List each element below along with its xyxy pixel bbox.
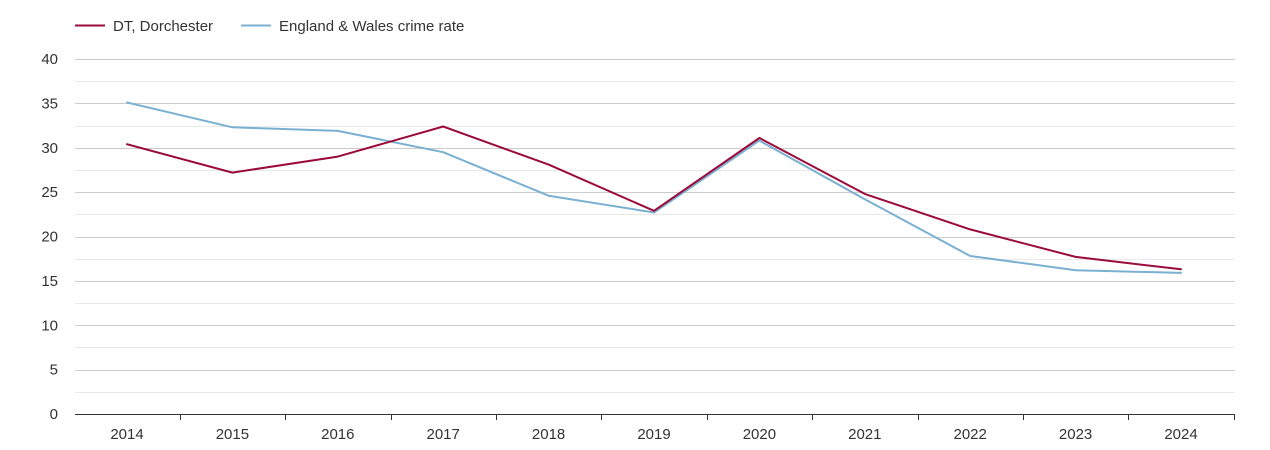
y-tick-label: 20: [41, 229, 58, 246]
legend: DT, Dorchester England & Wales crime rate: [75, 18, 464, 35]
series-line-1: [126, 101, 1182, 274]
grid: [75, 59, 1235, 415]
x-tick-label: 2022: [954, 426, 987, 443]
y-tick-label: 10: [41, 317, 58, 334]
y-tick-label: 0: [50, 406, 58, 423]
x-tick-label: 2018: [532, 426, 565, 443]
y-axis: 0 5 10 15 20 25 30 35 40: [41, 51, 58, 423]
series-line-0: [126, 125, 1182, 271]
x-tick-label: 2019: [637, 426, 670, 443]
y-tick-label: 15: [41, 273, 58, 290]
x-tick-label: 2023: [1059, 426, 1092, 443]
y-tick-label: 5: [50, 362, 58, 379]
x-tick-label: 2021: [848, 426, 881, 443]
y-tick-label: 35: [41, 95, 58, 112]
y-tick-label: 25: [41, 184, 58, 201]
x-tick-label: 2016: [321, 426, 354, 443]
y-tick-label: 40: [41, 51, 58, 68]
x-tick-label: 2020: [743, 426, 776, 443]
legend-label: England & Wales crime rate: [279, 18, 464, 35]
series-group: [126, 101, 1182, 274]
legend-item-0[interactable]: DT, Dorchester: [75, 18, 213, 35]
legend-label: DT, Dorchester: [113, 18, 213, 35]
y-tick-label: 30: [41, 140, 58, 157]
legend-item-1[interactable]: England & Wales crime rate: [241, 18, 464, 35]
x-tick-label: 2024: [1164, 426, 1197, 443]
x-tick-label: 2017: [427, 426, 460, 443]
x-axis: 2014 2015 2016 2017 2018 2019 2020 2021 2022 2023…: [110, 414, 1235, 443]
x-tick-label: 2014: [110, 426, 143, 443]
x-tick-label: 2015: [216, 426, 249, 443]
